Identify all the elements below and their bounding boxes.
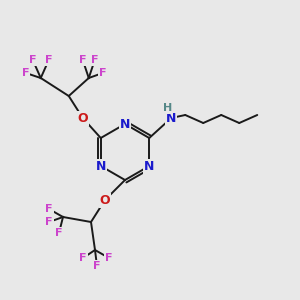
Text: N: N bbox=[166, 112, 176, 124]
Text: H: H bbox=[163, 103, 172, 113]
Text: F: F bbox=[79, 55, 86, 65]
Text: F: F bbox=[45, 204, 53, 214]
Text: F: F bbox=[79, 253, 87, 263]
Text: F: F bbox=[91, 55, 98, 65]
Text: O: O bbox=[77, 112, 88, 124]
Text: N: N bbox=[120, 118, 130, 130]
Text: F: F bbox=[45, 217, 53, 227]
Text: F: F bbox=[29, 55, 37, 65]
Text: F: F bbox=[22, 68, 29, 78]
Text: F: F bbox=[93, 261, 101, 271]
Text: F: F bbox=[105, 253, 113, 263]
Text: O: O bbox=[100, 194, 110, 206]
Text: F: F bbox=[45, 55, 52, 65]
Text: F: F bbox=[55, 228, 63, 238]
Text: F: F bbox=[99, 68, 106, 78]
Text: N: N bbox=[144, 160, 154, 172]
Text: N: N bbox=[96, 160, 106, 172]
